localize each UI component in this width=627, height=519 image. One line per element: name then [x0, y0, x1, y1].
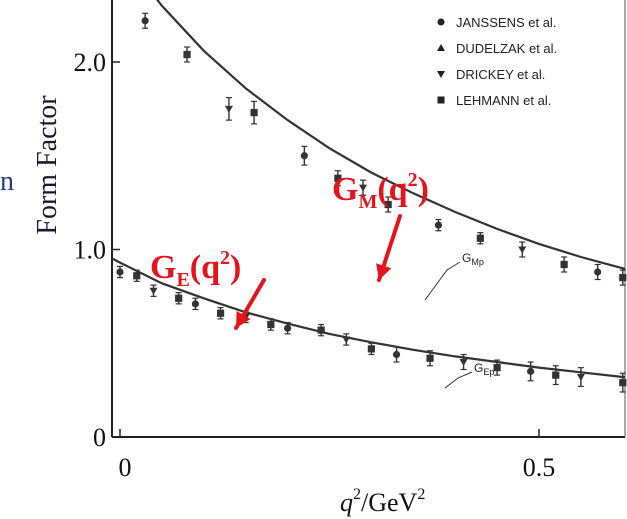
- plot-frame: [111, 0, 626, 438]
- data-point: [317, 326, 325, 334]
- ge-annotation: GE(q2): [150, 247, 241, 291]
- data-point: [216, 309, 225, 317]
- legend-label: LEHMANN et al.: [456, 93, 551, 108]
- data-point: [518, 246, 527, 254]
- svg-text:q2/GeV2: q2/GeV2: [340, 486, 425, 517]
- data-point: [434, 221, 443, 229]
- x-axis-label: q2/GeV2: [340, 486, 425, 517]
- gep-curve-label: GEp: [474, 361, 494, 377]
- axis-ticks: 00.51.001.02.0: [74, 48, 556, 482]
- data-point: [384, 200, 392, 209]
- data-point: [527, 367, 535, 375]
- data-point: [367, 345, 375, 353]
- legend-marker: [437, 71, 445, 78]
- data-point: [426, 354, 434, 362]
- data-point: [133, 272, 141, 280]
- data-point: [476, 234, 484, 242]
- gep-leader: [444, 371, 473, 389]
- data-point: [267, 320, 275, 329]
- x-tick-label: 0.5: [523, 453, 556, 482]
- gmp-curve-label: GMp: [462, 251, 484, 267]
- data-point: [191, 300, 200, 308]
- legend-label: DUDELZAK et al.: [456, 41, 557, 56]
- y-axis-label: Form Factor: [32, 95, 63, 235]
- ge-arrow-head: [236, 311, 251, 328]
- data-point: [392, 350, 401, 359]
- legend-label: DRICKEY et al.: [456, 67, 545, 82]
- gm-annotation: GM(q2): [332, 169, 429, 213]
- data-point: [493, 364, 501, 372]
- data-point: [576, 374, 585, 381]
- gm-arrow-head: [376, 263, 392, 280]
- data-point: [116, 268, 124, 276]
- left-edge-char: n: [0, 166, 14, 197]
- gmp-leader: [424, 261, 461, 301]
- data-point: [342, 336, 351, 344]
- legend-marker: [437, 96, 445, 104]
- legend-marker: [437, 18, 445, 26]
- data-point: [149, 287, 158, 295]
- data-point: [334, 174, 342, 182]
- annotations: GM(q2) GE(q2) GMp GEp: [150, 169, 494, 389]
- data-point: [141, 17, 149, 25]
- data-point: [459, 359, 468, 366]
- y-tick-label: 1.0: [74, 236, 107, 265]
- x-tick-label: 0: [119, 453, 132, 482]
- fit-curve-gm: [156, 0, 625, 271]
- data-point: [183, 50, 191, 59]
- data-point: [359, 184, 368, 192]
- data-point: [250, 109, 258, 117]
- y-tick-label: 0: [93, 423, 106, 452]
- legend-label: JANSSENS et al.: [456, 15, 556, 30]
- data-point: [224, 105, 233, 113]
- data-point: [300, 152, 308, 160]
- data-point: [552, 371, 560, 379]
- data-point: [619, 379, 627, 387]
- data-point: [594, 268, 602, 276]
- y-tick-label: 2.0: [74, 48, 107, 77]
- data-point: [175, 294, 183, 302]
- data-point: [284, 324, 292, 332]
- data-points: [116, 12, 627, 393]
- legend: JANSSENS et al. DUDELZAK et al. DRICKEY et…: [437, 15, 557, 108]
- legend-marker: [437, 44, 445, 51]
- data-point: [560, 260, 568, 269]
- data-point: [619, 274, 627, 282]
